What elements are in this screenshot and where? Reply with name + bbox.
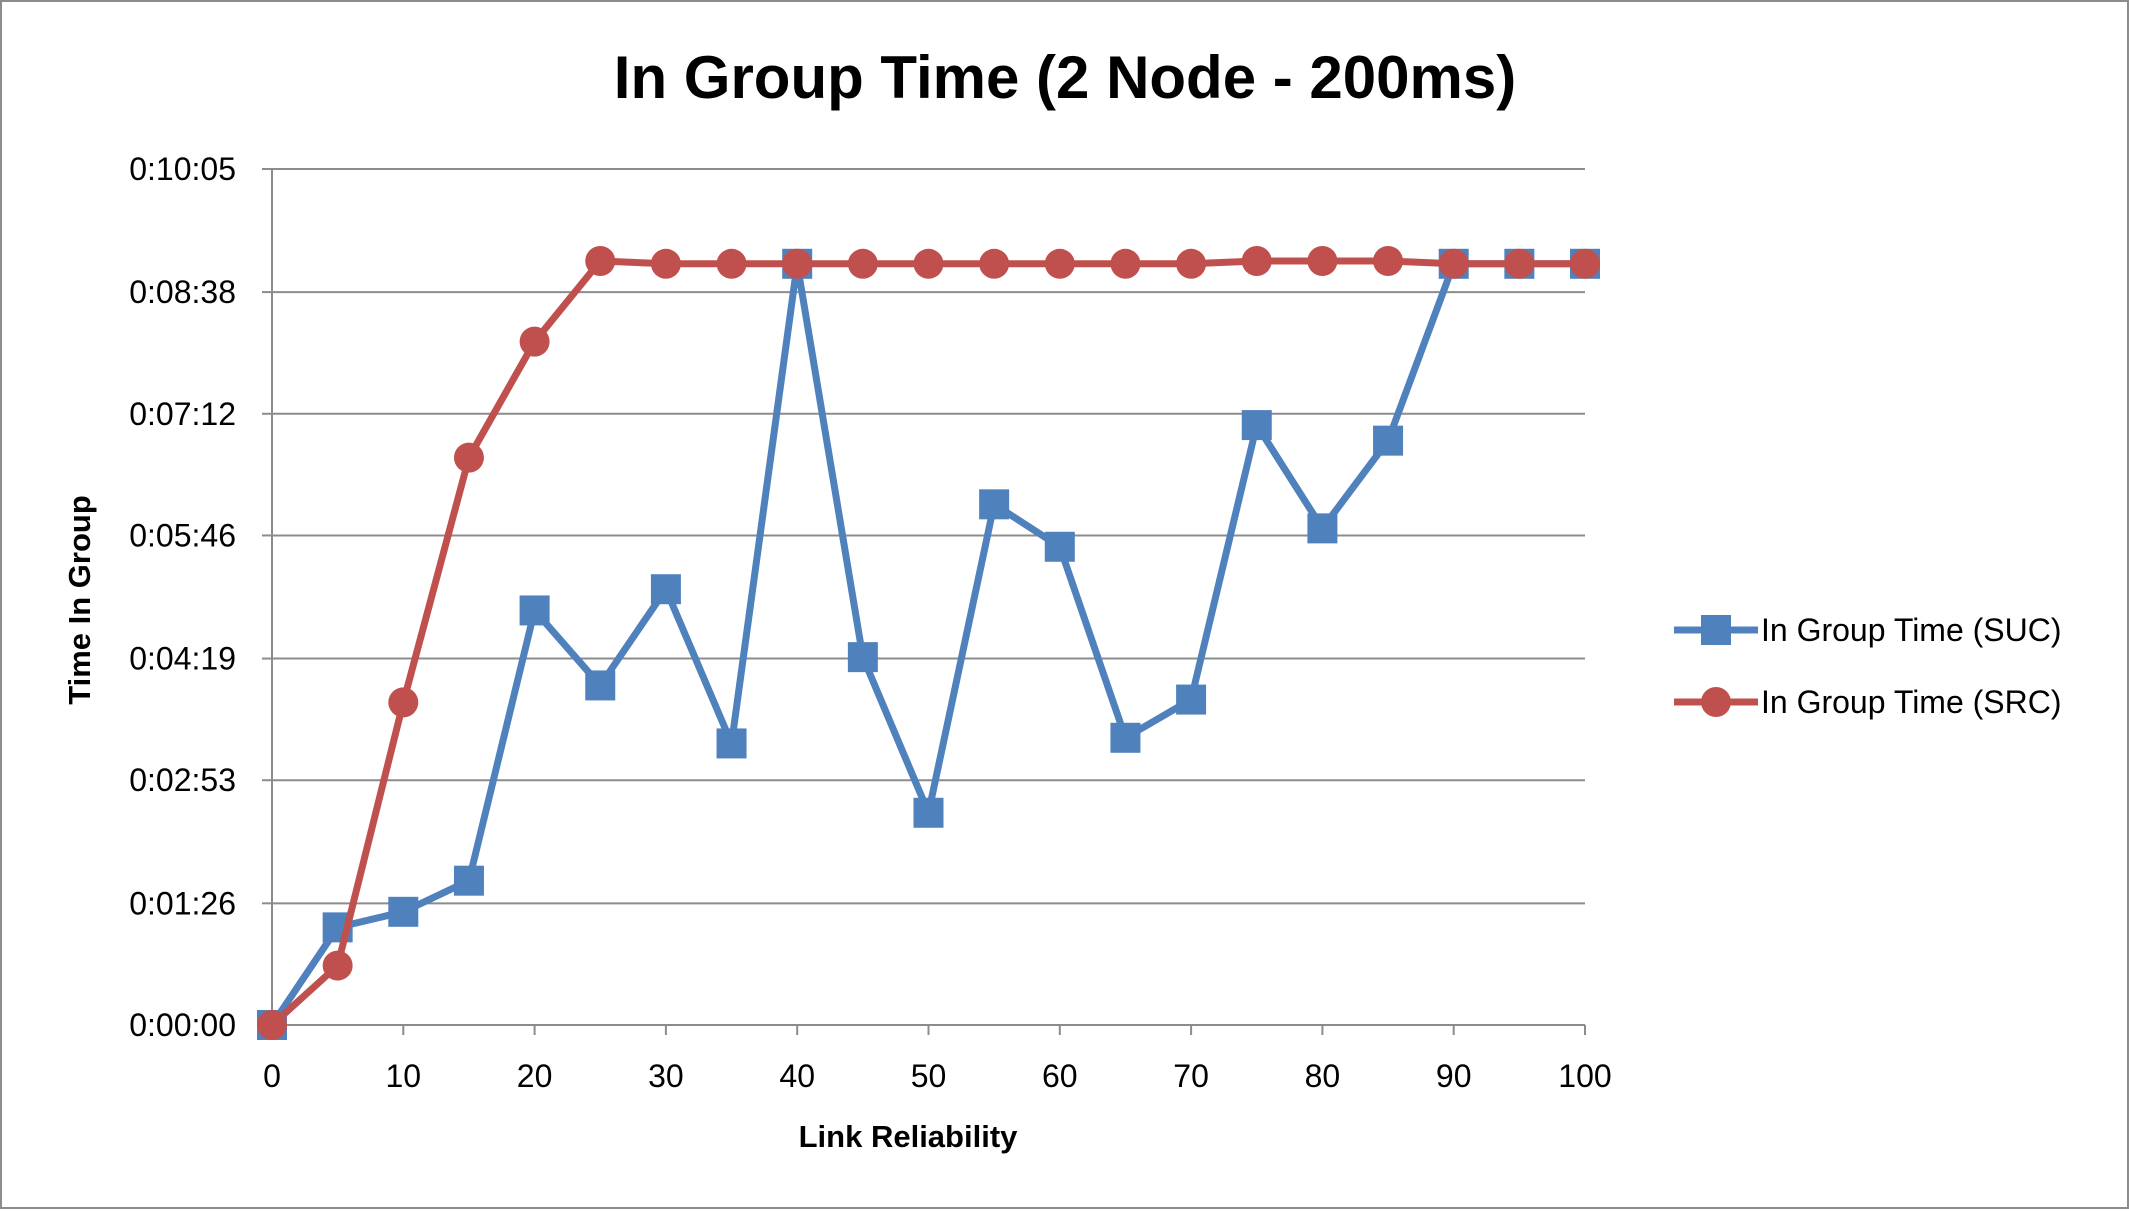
data-point [1176, 248, 1207, 279]
data-point [716, 248, 747, 279]
data-point [1504, 248, 1535, 279]
x-tick-label: 100 [1558, 1058, 1611, 1094]
gridlines [272, 168, 1585, 905]
data-point [979, 489, 1010, 520]
data-point [1241, 410, 1272, 441]
data-point [1307, 513, 1338, 544]
legend-marker [1701, 615, 1731, 645]
legend-entry: In Group Time (SRC) [1674, 684, 2062, 720]
data-point [1110, 248, 1141, 279]
data-point [1307, 245, 1338, 276]
data-point [1044, 531, 1075, 562]
data-point [847, 248, 878, 279]
legend: In Group Time (SUC) In Group Time (SRC) [1674, 612, 2062, 720]
data-point [913, 797, 944, 828]
data-point [1110, 722, 1141, 753]
data-point [453, 442, 484, 473]
data-point [453, 865, 484, 896]
axes [262, 168, 1586, 1035]
data-point [650, 248, 681, 279]
data-point [1438, 248, 1469, 279]
x-axis-title: Link Reliability [799, 1119, 1019, 1154]
y-tick-label: 0:08:38 [129, 274, 236, 310]
y-tick-label: 0:05:46 [129, 517, 236, 553]
y-axis-tick-labels: 0:00:00 0:01:26 0:02:53 0:04:19 0:05:46 0:07:… [129, 151, 236, 1043]
x-tick-label: 70 [1173, 1058, 1209, 1094]
data-point [519, 595, 550, 626]
data-point [1373, 425, 1404, 456]
data-point [1570, 248, 1600, 279]
data-point [979, 248, 1010, 279]
data-point [1241, 245, 1272, 276]
legend-label: In Group Time (SRC) [1761, 684, 2062, 720]
data-point [847, 642, 878, 673]
series [257, 245, 1600, 1040]
x-tick-label: 10 [386, 1058, 422, 1094]
x-tick-label: 90 [1436, 1058, 1472, 1094]
y-tick-label: 0:07:12 [129, 396, 236, 432]
series-2 [257, 245, 1600, 1040]
legend-entry: In Group Time (SUC) [1674, 612, 2062, 648]
x-axis-tick-labels: 0 10 20 30 40 50 60 70 80 90 100 [263, 1058, 1612, 1094]
chart-title: In Group Time (2 Node - 200ms) [614, 44, 1516, 111]
data-point [650, 574, 681, 605]
data-point [388, 687, 419, 718]
x-tick-label: 40 [779, 1058, 815, 1094]
y-tick-label: 0:01:26 [129, 885, 236, 921]
data-point [519, 326, 550, 357]
data-point [388, 896, 419, 927]
x-tick-label: 20 [517, 1058, 553, 1094]
data-point [1176, 684, 1207, 715]
data-point [1044, 248, 1075, 279]
y-tick-label: 0:04:19 [129, 641, 236, 677]
data-point [257, 1010, 287, 1040]
x-tick-label: 50 [911, 1058, 947, 1094]
data-point [1373, 245, 1404, 276]
series-line [269, 260, 1585, 1027]
data-point [782, 248, 813, 279]
series-1 [257, 248, 1600, 1040]
x-tick-label: 80 [1305, 1058, 1341, 1094]
y-tick-label: 0:00:00 [129, 1007, 236, 1043]
data-point [322, 950, 353, 981]
legend-marker [1701, 687, 1731, 717]
series-line [269, 257, 1585, 1028]
data-point [913, 248, 944, 279]
data-point [585, 670, 616, 701]
y-tick-label: 0:10:05 [129, 151, 236, 187]
x-tick-label: 30 [648, 1058, 684, 1094]
data-point [585, 245, 616, 276]
legend-label: In Group Time (SUC) [1761, 612, 2062, 648]
data-point [716, 728, 747, 759]
x-tick-label: 60 [1042, 1058, 1078, 1094]
y-axis-title: Time In Group [62, 495, 97, 705]
y-tick-label: 0:02:53 [129, 762, 236, 798]
x-tick-label: 0 [263, 1058, 281, 1094]
